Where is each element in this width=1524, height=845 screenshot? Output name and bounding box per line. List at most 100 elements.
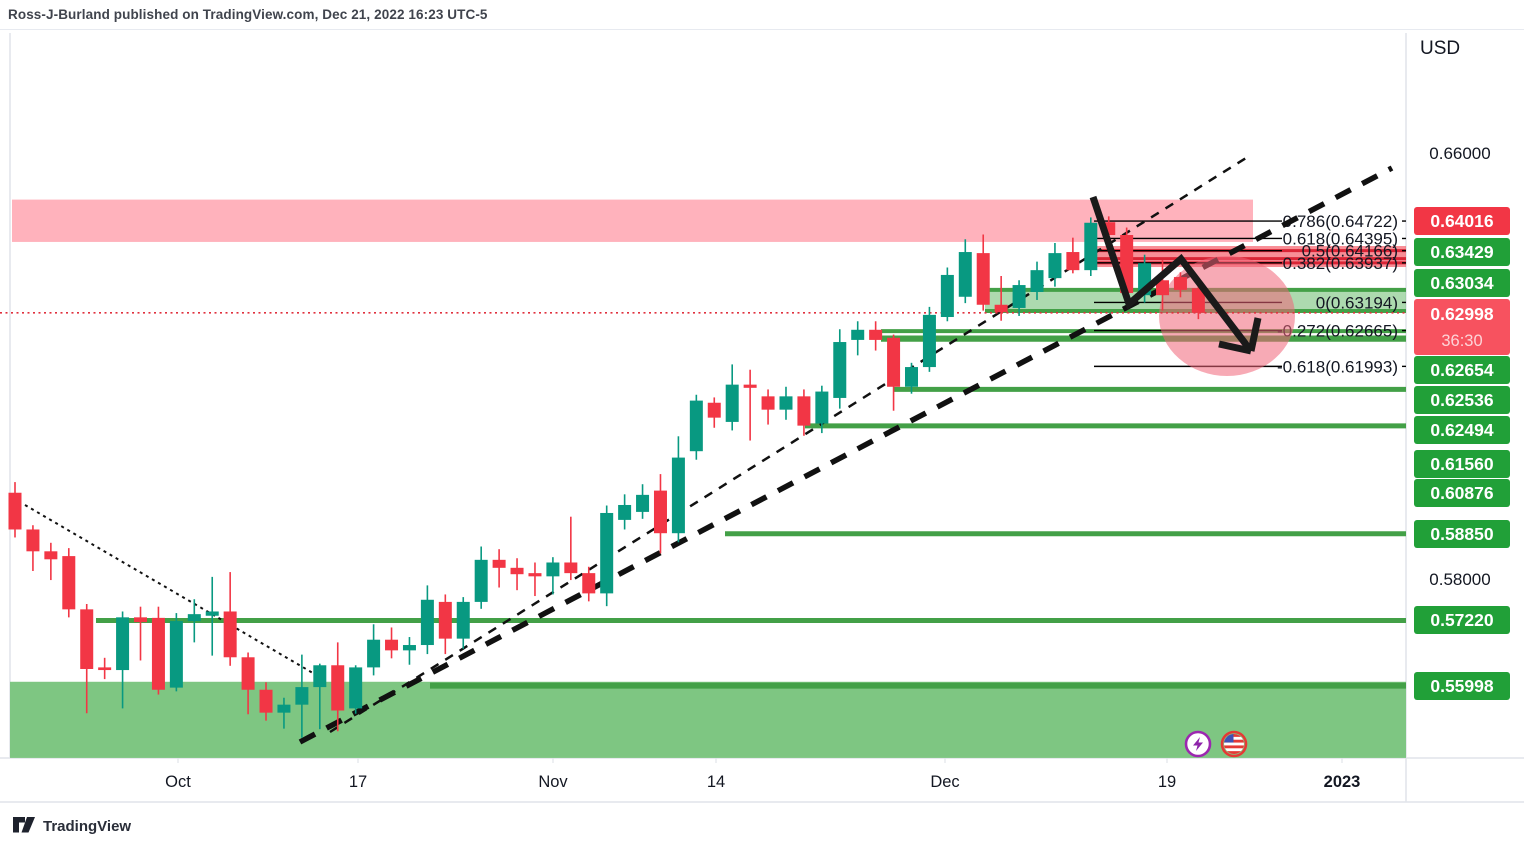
projection-arrow-shaft[interactable]: [1089, 195, 1254, 354]
candle-body: [600, 512, 614, 594]
candle-body: [456, 601, 470, 639]
time-tick-Dec: Dec: [930, 773, 959, 791]
fib-label: -0.618(0.61993): [1277, 357, 1398, 376]
candle-body: [187, 614, 201, 622]
price-label-0.62998[interactable]: [1414, 299, 1510, 355]
candle-body: [671, 457, 685, 534]
candle-body: [492, 559, 506, 568]
price-label-0.55998[interactable]: [1414, 672, 1510, 700]
price-label-text: 0.64016: [1430, 211, 1494, 231]
flag-stripe: [1224, 745, 1244, 749]
candle-body: [689, 400, 703, 452]
fib-label: 0.786(0.64722): [1283, 212, 1398, 231]
candle-body: [887, 337, 901, 387]
tradingview-footer-logo[interactable]: TradingView: [12, 816, 131, 836]
candle-body: [223, 611, 237, 658]
candle-body: [1173, 277, 1187, 290]
price-label-0.60876[interactable]: [1414, 479, 1510, 507]
candle-body: [743, 384, 757, 388]
candle-body: [725, 384, 739, 422]
candle-body: [528, 573, 542, 577]
price-tick: 0.58000: [1429, 570, 1490, 589]
time-tick-Nov: Nov: [538, 773, 568, 791]
candle-body: [44, 551, 58, 560]
candle-body: [636, 494, 650, 512]
price-label-text: 0.61560: [1430, 454, 1494, 474]
price-label-0.61560[interactable]: [1414, 450, 1510, 478]
candle-body: [653, 490, 667, 534]
candle-body: [116, 617, 130, 671]
candle-body: [241, 657, 255, 690]
candle-body: [313, 665, 327, 688]
candle-body: [1084, 222, 1098, 271]
candle-body: [205, 611, 219, 616]
candle-body: [761, 396, 775, 410]
price-label-text: 0.63429: [1430, 242, 1494, 262]
downtrend-dotted[interactable]: [24, 504, 319, 677]
candle-body: [922, 314, 936, 368]
price-label-0.64016[interactable]: [1414, 207, 1510, 235]
price-label-0.63429[interactable]: [1414, 238, 1510, 266]
candle-body: [1156, 280, 1170, 296]
flag-stripe: [1224, 739, 1244, 743]
candle-body: [367, 639, 381, 668]
candle-body: [438, 601, 452, 639]
time-tick-17: 17: [349, 773, 367, 791]
candle-body: [134, 617, 148, 623]
resistance-zone-pink[interactable]: [12, 199, 1253, 242]
price-label-0.62494[interactable]: [1414, 416, 1510, 444]
price-label-0.63034[interactable]: [1414, 269, 1510, 297]
fib-label: 0.618(0.64395): [1283, 229, 1398, 248]
candle-body: [1048, 253, 1062, 279]
fib-label: 0.5(0.64166): [1302, 242, 1398, 261]
candle-body: [905, 367, 918, 387]
price-label-text: 0.60876: [1430, 483, 1494, 503]
price-label-0.57220[interactable]: [1414, 606, 1510, 634]
fib-label: -0.272(0.62665): [1277, 322, 1398, 341]
candle-body: [833, 342, 847, 398]
candle-body: [1012, 285, 1026, 308]
currency-label: USD: [1420, 38, 1460, 59]
price-label-text: 0.63034: [1430, 273, 1494, 293]
price-label-text: 0.57220: [1430, 610, 1494, 630]
candle-body: [331, 665, 345, 711]
candle-body: [349, 667, 363, 709]
projection-arrowhead: [1247, 317, 1262, 352]
candle-body: [402, 645, 416, 651]
publish-byline: Ross-J-Burland published on TradingView.…: [8, 7, 488, 22]
fib-label: 0(0.63194): [1316, 293, 1398, 312]
demand-zone-green[interactable]: [10, 681, 1406, 758]
price-label-0.58850[interactable]: [1414, 520, 1510, 548]
us-flag-ring: [1220, 730, 1248, 758]
candle-body: [1066, 252, 1080, 271]
bar-countdown: 36:30: [1441, 332, 1482, 350]
flag-stripe: [1224, 734, 1244, 737]
projection-arrowhead: [1218, 340, 1252, 355]
time-tick-Oct: Oct: [165, 773, 191, 791]
price-label-text: 0.55998: [1430, 676, 1494, 696]
candle-body: [80, 609, 94, 669]
candle-body: [851, 329, 865, 340]
flag-canton: [1224, 734, 1234, 743]
price-tick: 0.66000: [1429, 144, 1490, 163]
candle-body: [8, 492, 22, 530]
fib-label: 0.382(0.63937): [1283, 254, 1398, 273]
candle-body: [151, 617, 165, 690]
candle-body: [707, 402, 721, 418]
price-label-text: 0.62998: [1430, 304, 1494, 324]
candle-body: [564, 562, 578, 574]
candle-body: [420, 599, 434, 646]
candle-body: [385, 639, 399, 651]
candle-body: [582, 573, 596, 594]
candle-body: [474, 559, 488, 602]
candle-body: [169, 621, 183, 688]
candle-body: [815, 391, 829, 424]
candle-body: [62, 556, 76, 610]
price-label-0.62536[interactable]: [1414, 386, 1510, 414]
price-label-0.62654[interactable]: [1414, 356, 1510, 384]
lightning-bolt-glyph: [1193, 737, 1203, 751]
candle-body: [259, 689, 273, 713]
price-label-text: 0.58850: [1430, 524, 1494, 544]
